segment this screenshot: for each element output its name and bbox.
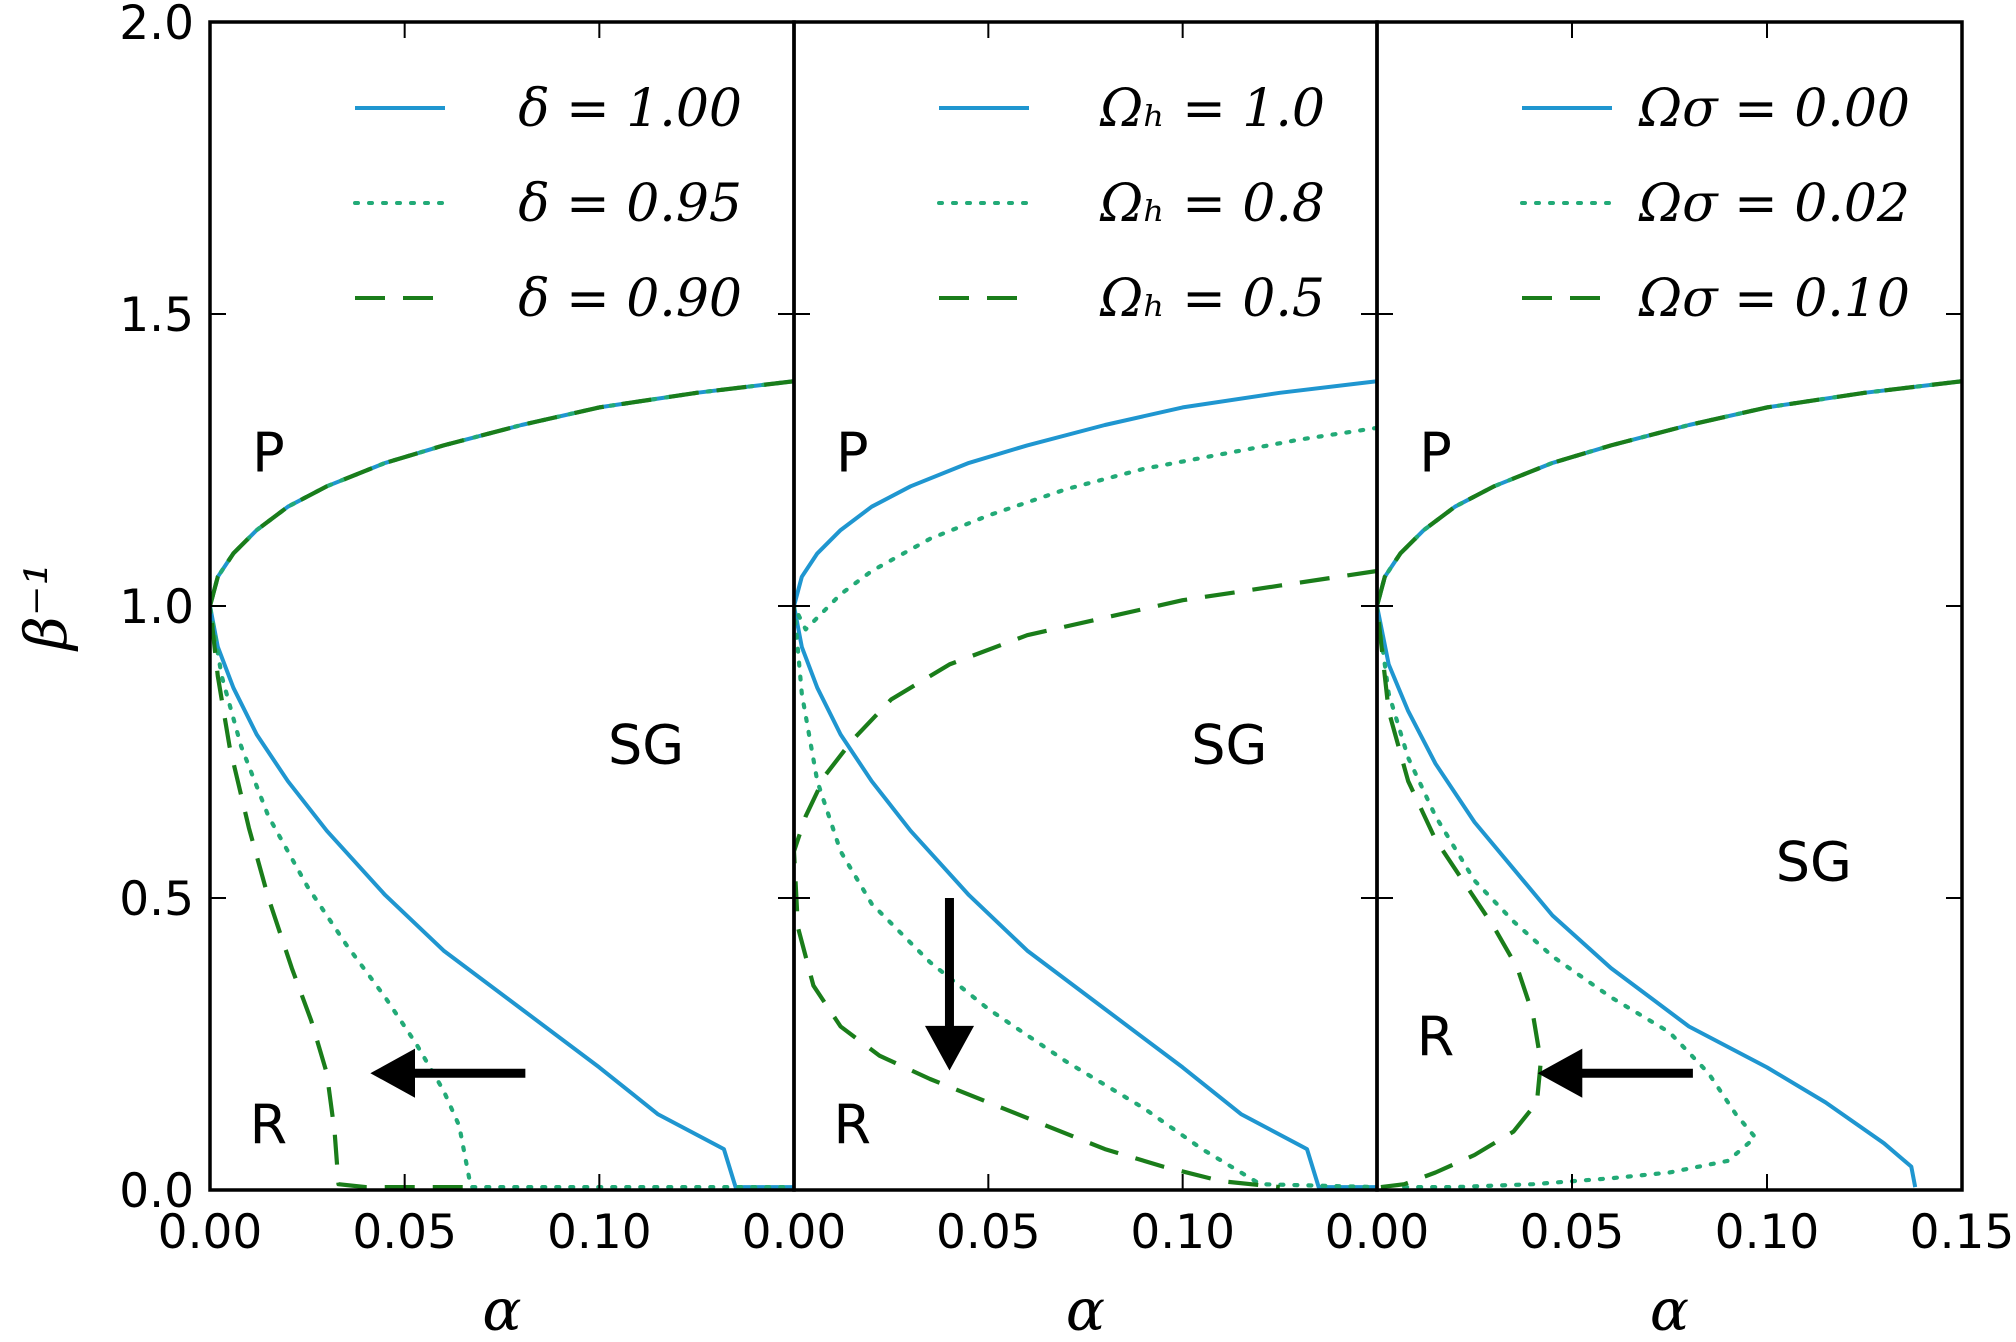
series-line-1 [794, 379, 1377, 1190]
y-tick-label: 1.5 [119, 288, 194, 343]
x-axis-label: α [482, 1276, 521, 1342]
x-tick-label: 0.15 [1910, 1205, 2015, 1260]
x-tick-label: 0.10 [1715, 1205, 1820, 1260]
series-group [794, 379, 1377, 1190]
x-tick-label: 0.10 [1130, 1205, 1235, 1260]
series-group [1377, 379, 1962, 1190]
y-tick-label: 0.5 [119, 872, 194, 927]
legend-label: Ωσ = 0.10 [1638, 269, 1910, 329]
series-line-3 [1377, 379, 1962, 1190]
y-tick-label: 1.0 [119, 580, 194, 635]
x-tick-label: 0.10 [547, 1205, 652, 1260]
y-tick-label: 2.0 [119, 0, 194, 51]
x-tick-label: 0.00 [742, 1205, 847, 1260]
region-label-p: P [836, 422, 869, 485]
panel-1: 0.00 0.05 0.10 0.0 0.5 1.0 1.5 2.0 α β⁻¹ δ = 1.00 δ… [12, 0, 796, 1342]
region-label-sg: SG [608, 714, 684, 777]
series-line-2 [794, 425, 1377, 1190]
x-tick-label: 0.00 [1325, 1205, 1430, 1260]
legend-label: δ = 0.90 [518, 269, 742, 329]
panel-2: 0.00 0.05 0.10 α Ωₕ = 1.0 Ωₕ = 0.8 Ωₕ = 0.5 P SG… [742, 20, 1379, 1342]
series-line-2 [210, 379, 794, 1190]
x-tick-label: 0.05 [1520, 1205, 1625, 1260]
legend-label: Ωₕ = 0.5 [1099, 269, 1325, 329]
x-tick-label: 0.05 [352, 1205, 457, 1260]
region-label-sg: SG [1191, 714, 1267, 777]
panel-3: 0.00 0.05 0.10 0.15 α Ωσ = 0.00 Ωσ = 0.02 Ωσ = … [1325, 20, 2015, 1342]
series-line-1 [1377, 379, 1962, 1188]
arrow-head [1537, 1048, 1583, 1098]
series-line-3 [210, 379, 794, 1190]
arrow-head [370, 1048, 415, 1098]
y-tick-label: 0.0 [119, 1164, 194, 1219]
legend-label: δ = 0.95 [518, 174, 742, 234]
legend-label: Ωₕ = 0.8 [1099, 174, 1325, 234]
region-label-sg: SG [1776, 830, 1852, 893]
region-label-p: P [1419, 422, 1452, 485]
arrow-head [924, 1025, 975, 1071]
region-label-r: R [250, 1093, 288, 1156]
x-tick-label: 0.05 [936, 1205, 1041, 1260]
series-line-3 [794, 568, 1377, 1190]
region-label-p: P [252, 422, 285, 485]
series-group [210, 379, 794, 1190]
legend-label: Ωₕ = 1.0 [1099, 79, 1325, 139]
x-axis-label: α [1650, 1276, 1689, 1342]
region-label-r: R [1417, 1006, 1455, 1069]
x-tick-label: 0.00 [158, 1205, 263, 1260]
legend-label: δ = 1.00 [518, 79, 742, 139]
y-axis-label: β⁻¹ [12, 562, 80, 651]
x-axis-label: α [1066, 1276, 1105, 1342]
legend-label: Ωσ = 0.00 [1638, 79, 1910, 139]
region-label-r: R [834, 1093, 872, 1156]
series-line-1 [210, 379, 794, 1190]
legend-label: Ωσ = 0.02 [1638, 174, 1910, 234]
